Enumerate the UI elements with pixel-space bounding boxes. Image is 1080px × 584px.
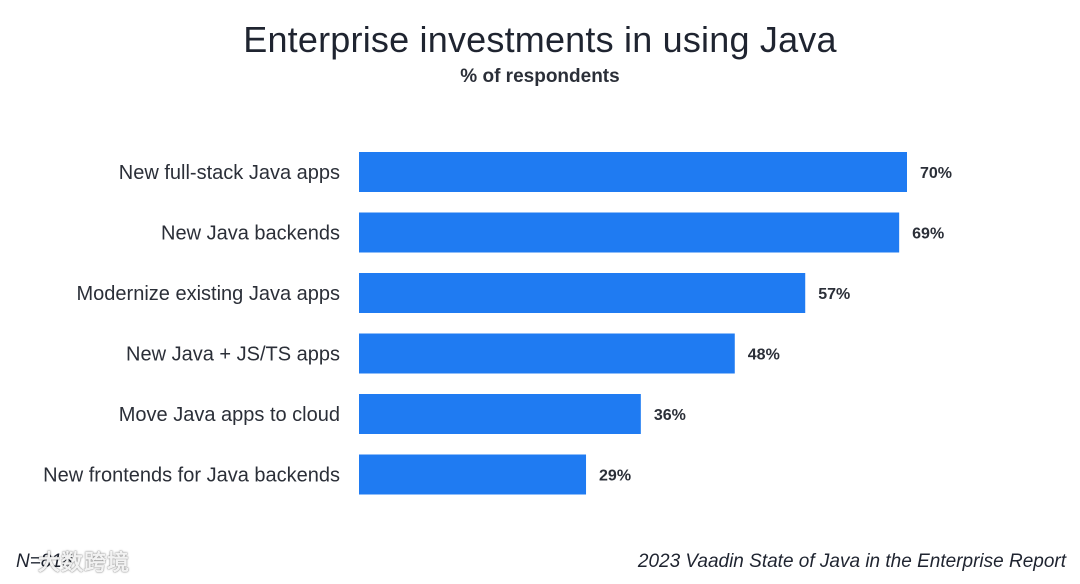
bar-1 (359, 152, 907, 192)
value-label-1: 70% (920, 165, 952, 182)
value-label-6: 29% (599, 468, 631, 485)
chart-title: Enterprise investments in using Java (243, 19, 837, 60)
category-label-4: New Java + JS/TS apps (126, 344, 340, 366)
bar-6 (359, 454, 587, 495)
chart-subtitle: % of respondents (460, 66, 620, 87)
value-label-2: 69% (912, 226, 944, 243)
category-label-3: Modernize existing Java apps (77, 283, 340, 305)
value-label-3: 57% (818, 286, 850, 303)
bar-3 (359, 273, 806, 313)
category-label-2: New Java backends (161, 223, 340, 245)
bar-2 (359, 212, 900, 253)
bars-layer: New full-stack Java apps 70% New Java back… (43, 152, 952, 495)
bar-5 (359, 394, 641, 434)
category-label-6: New frontends for Java backends (43, 465, 340, 487)
source-note: 2023 Vaadin State of Java in the Enterpr… (637, 551, 1066, 572)
value-label-4: 48% (748, 347, 780, 364)
bar-4 (359, 333, 735, 374)
category-label-5: Move Java apps to cloud (119, 404, 340, 426)
category-label-1: New full-stack Java apps (119, 162, 340, 184)
value-label-5: 36% (654, 407, 686, 424)
watermark-logo: 大数跨境 (38, 550, 131, 575)
sample-size-note: N=818 (16, 551, 73, 572)
